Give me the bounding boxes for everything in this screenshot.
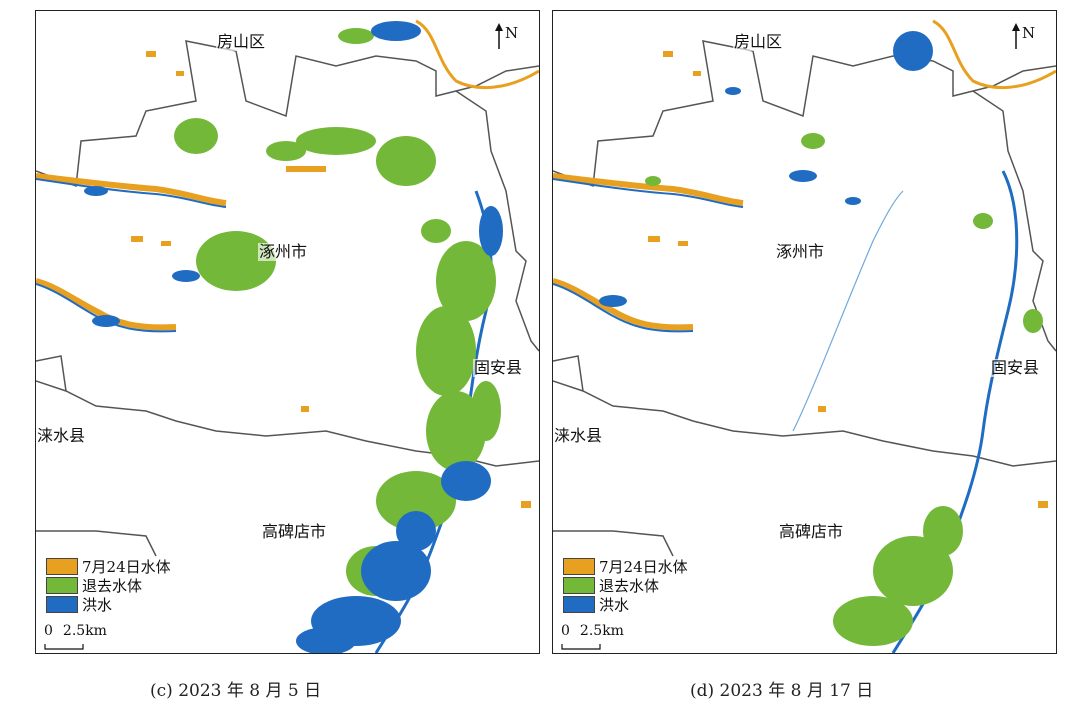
legend-label: 退去水体 (82, 577, 143, 595)
scale-end: 2.5 (62, 623, 86, 639)
flood-patches (84, 21, 503, 653)
legend-label: 退去水体 (599, 577, 660, 595)
map-canvas-c (36, 19, 539, 653)
scale-unit: km (602, 623, 624, 639)
river-top (415, 19, 539, 90)
map-panel-c: 房山区 涿州市 固安县 涞水县 高碑店市 N 7月24日水体 退去水体 洪水 0… (35, 10, 540, 654)
label-fangshan: 房山区 (216, 32, 267, 51)
scale-bar-line (44, 644, 84, 650)
boundary-fangshan (553, 40, 1056, 188)
legend-c: 7月24日水体 退去水体 洪水 (46, 557, 171, 614)
map-panel-d: 房山区 涿州市 固安县 涞水县 高碑店市 N 7月24日水体 退去水体 洪水 0… (552, 10, 1057, 654)
boundary-fangshan (36, 40, 539, 188)
legend-label: 7月24日水体 (599, 558, 688, 576)
north-label: N (505, 24, 519, 42)
boundary-zhuozhou-east (972, 90, 1056, 352)
label-fangshan: 房山区 (733, 32, 784, 51)
river-south-blue (36, 283, 177, 333)
label-laishui: 涞水县 (36, 426, 87, 445)
label-zhuozhou: 涿州市 (775, 242, 826, 261)
label-gaobeidian: 高碑店市 (261, 522, 328, 541)
river-south (553, 278, 694, 331)
legend-d: 7月24日水体 退去水体 洪水 (563, 557, 688, 614)
scale-bar-d: 0 2.5km (561, 623, 624, 653)
july24-water-patches (131, 51, 531, 508)
river-north (36, 173, 227, 206)
legend-swatch-green (46, 577, 78, 594)
scale-unit: km (85, 623, 107, 639)
scale-start: 0 (44, 623, 53, 639)
legend-swatch-orange (563, 558, 595, 575)
boundary-gaobeidian (553, 530, 674, 557)
legend-item-july24: 7月24日水体 (563, 557, 688, 576)
legend-swatch-orange (46, 558, 78, 575)
river-south (36, 278, 177, 331)
label-zhuozhou: 涿州市 (258, 242, 309, 261)
north-label: N (1022, 24, 1036, 42)
river-north-blue (36, 178, 227, 208)
boundary-south (553, 380, 1056, 467)
legend-label: 7月24日水体 (82, 558, 171, 576)
north-arrow-icon (495, 23, 503, 49)
scale-bar-c: 0 2.5km (44, 623, 107, 653)
river-top (932, 19, 1056, 90)
river-north-blue (553, 178, 744, 208)
map-canvas-d (553, 19, 1056, 653)
label-guan: 固安县 (473, 358, 524, 377)
legend-item-receded: 退去水体 (563, 576, 688, 595)
north-arrow-icon (1012, 23, 1020, 49)
boundary-west (553, 355, 584, 392)
legend-item-flood: 洪水 (563, 595, 688, 614)
legend-item-receded: 退去水体 (46, 576, 171, 595)
legend-swatch-green (563, 577, 595, 594)
north-arrow: N (495, 23, 518, 53)
july24-water-patches (648, 51, 1048, 508)
label-guan: 固安县 (990, 358, 1041, 377)
boundary-west (36, 355, 67, 392)
receded-water-patches (645, 133, 1043, 646)
caption-c: (c) 2023 年 8 月 5 日 (150, 681, 322, 701)
scale-end: 2.5 (579, 623, 603, 639)
legend-item-flood: 洪水 (46, 595, 171, 614)
receded-water-patches (174, 28, 501, 596)
canal (792, 190, 904, 432)
flood-patches (599, 31, 933, 307)
label-laishui: 涞水县 (553, 426, 604, 445)
scale-start: 0 (561, 623, 570, 639)
legend-swatch-blue (46, 596, 78, 613)
legend-label: 洪水 (599, 596, 630, 614)
boundary-zhuozhou-east (455, 90, 539, 352)
legend-swatch-blue (563, 596, 595, 613)
north-arrow: N (1012, 23, 1035, 53)
river-south-blue (553, 283, 694, 333)
scale-bar-line (561, 644, 601, 650)
label-gaobeidian: 高碑店市 (778, 522, 845, 541)
caption-d: (d) 2023 年 8 月 17 日 (690, 681, 874, 701)
legend-label: 洪水 (82, 596, 113, 614)
boundary-gaobeidian (36, 530, 157, 557)
legend-item-july24: 7月24日水体 (46, 557, 171, 576)
river-north (553, 173, 744, 206)
